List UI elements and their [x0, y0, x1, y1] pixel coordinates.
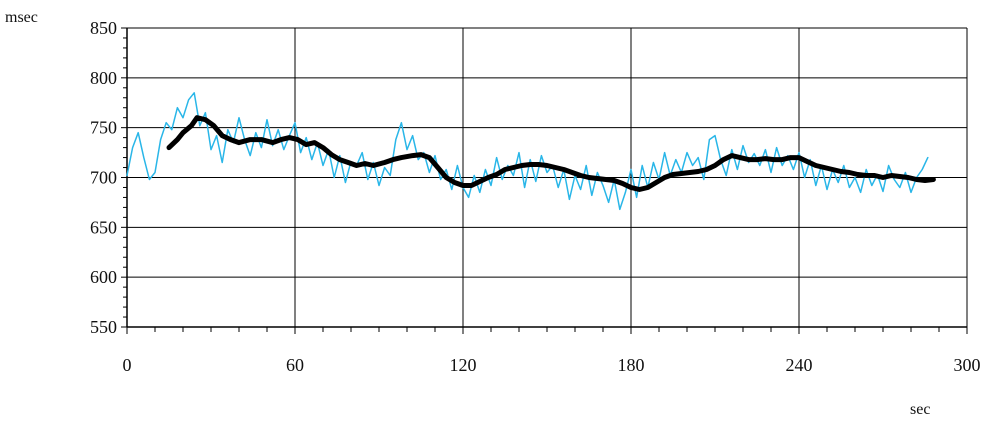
x-tick-label: 240 [786, 355, 813, 375]
smoothed-series-line [166, 115, 936, 192]
y-tick-label: 600 [90, 267, 117, 287]
plot-area: 550 600 650 700 750 800 850 0 60 120 180 240 300 [90, 18, 981, 375]
y-tick-label: 550 [90, 317, 117, 337]
raw-series-line [126, 92, 929, 211]
y-tick-label: 650 [90, 217, 117, 237]
y-tick-label: 750 [90, 118, 117, 138]
y-tick-label: 800 [90, 68, 117, 88]
x-tick-label: 60 [286, 355, 304, 375]
x-tick-label: 180 [618, 355, 645, 375]
x-tick-label: 120 [450, 355, 477, 375]
x-axis-unit: sec [910, 401, 930, 418]
x-tick-label: 0 [123, 355, 132, 375]
x-tick-label: 300 [954, 355, 981, 375]
y-axis-unit: msec [5, 9, 38, 26]
y-tick-label: 700 [90, 168, 117, 188]
y-tick-label: 850 [90, 18, 117, 38]
